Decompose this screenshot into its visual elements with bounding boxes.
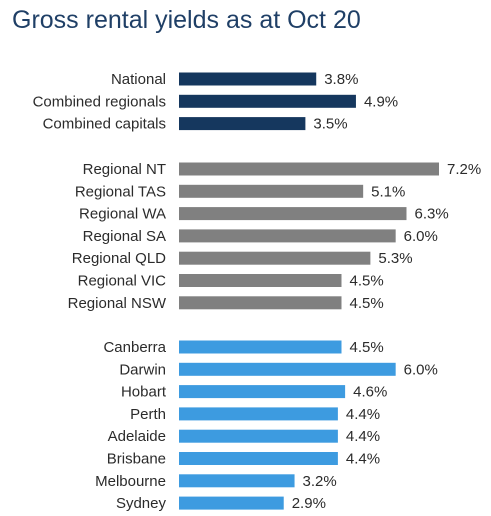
bar xyxy=(179,73,316,86)
bar xyxy=(179,163,439,176)
category-label: Hobart xyxy=(121,384,167,401)
bar xyxy=(179,474,295,487)
bar xyxy=(179,430,338,443)
bar xyxy=(179,229,396,242)
value-label: 2.9% xyxy=(292,495,326,512)
bar xyxy=(179,452,338,465)
value-label: 5.3% xyxy=(378,250,412,267)
value-label: 4.4% xyxy=(346,428,380,445)
bar xyxy=(179,274,342,287)
category-label: Combined regionals xyxy=(33,93,166,110)
category-label: National xyxy=(111,71,166,88)
value-label: 4.4% xyxy=(346,406,380,423)
bar xyxy=(179,296,342,309)
value-label: 4.5% xyxy=(350,339,384,356)
category-label: Regional WA xyxy=(79,206,166,223)
value-label: 5.1% xyxy=(371,183,405,200)
category-label: Regional NSW xyxy=(68,295,167,312)
bar xyxy=(179,497,284,510)
bar xyxy=(179,385,345,398)
category-label: Adelaide xyxy=(108,428,166,445)
bar xyxy=(179,185,363,198)
value-label: 4.5% xyxy=(350,295,384,312)
category-label: Regional TAS xyxy=(75,183,166,200)
category-label: Sydney xyxy=(116,495,167,512)
value-label: 3.2% xyxy=(303,473,337,490)
category-label: Melbourne xyxy=(95,473,166,490)
bar xyxy=(179,407,338,420)
bar xyxy=(179,252,370,265)
category-label: Combined capitals xyxy=(43,116,166,133)
value-label: 3.8% xyxy=(324,71,358,88)
value-label: 7.2% xyxy=(447,161,481,178)
value-label: 4.5% xyxy=(350,273,384,290)
value-label: 6.3% xyxy=(415,206,449,223)
category-label: Brisbane xyxy=(107,451,166,468)
value-label: 6.0% xyxy=(404,361,438,378)
value-label: 4.4% xyxy=(346,451,380,468)
bar xyxy=(179,95,356,108)
category-label: Regional NT xyxy=(83,161,166,178)
value-label: 4.6% xyxy=(353,384,387,401)
category-label: Canberra xyxy=(103,339,166,356)
bar xyxy=(179,341,342,354)
value-label: 6.0% xyxy=(404,228,438,245)
bar xyxy=(179,363,396,376)
category-label: Perth xyxy=(130,406,166,423)
category-label: Regional VIC xyxy=(78,273,167,290)
bar xyxy=(179,117,305,130)
bar xyxy=(179,207,407,220)
value-label: 4.9% xyxy=(364,93,398,110)
value-label: 3.5% xyxy=(313,116,347,133)
category-label: Regional SA xyxy=(83,228,166,245)
category-label: Regional QLD xyxy=(72,250,166,267)
category-label: Darwin xyxy=(119,361,166,378)
